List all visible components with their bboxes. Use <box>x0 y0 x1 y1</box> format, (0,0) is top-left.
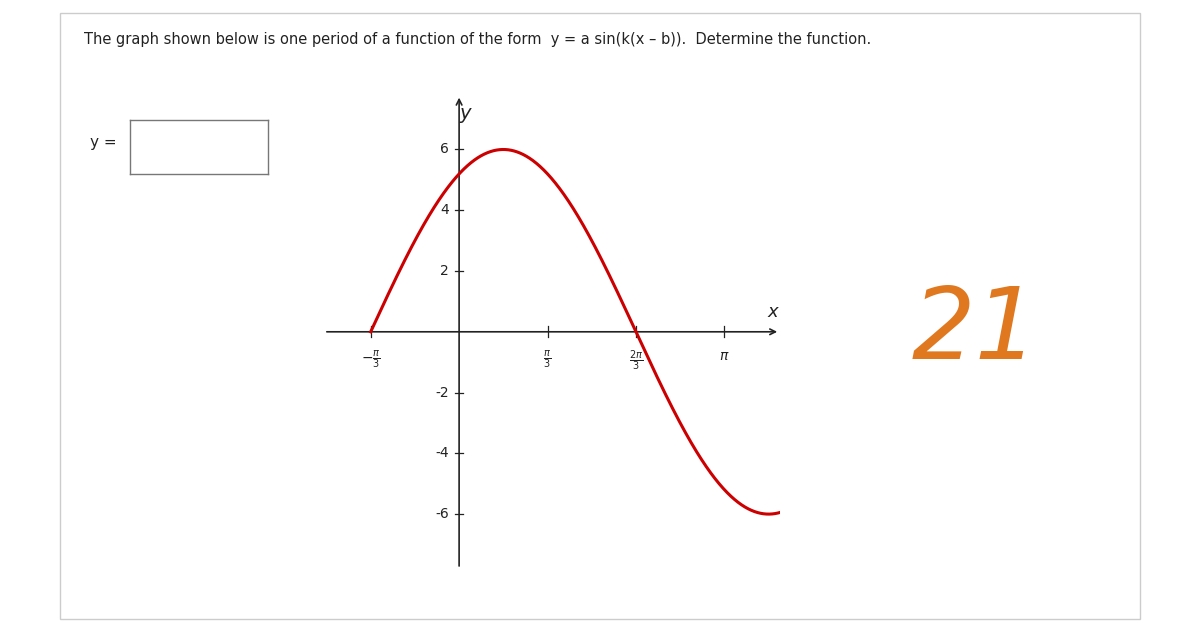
Text: y =: y = <box>90 135 116 150</box>
Text: -2: -2 <box>436 386 449 399</box>
Text: $\frac{2\pi}{3}$: $\frac{2\pi}{3}$ <box>629 348 643 373</box>
Text: $\frac{\pi}{3}$: $\frac{\pi}{3}$ <box>544 348 552 370</box>
Text: 2: 2 <box>440 264 449 278</box>
Text: $\pi$: $\pi$ <box>719 348 730 363</box>
Text: $-\frac{\pi}{3}$: $-\frac{\pi}{3}$ <box>361 348 380 370</box>
Text: y: y <box>460 104 470 123</box>
Text: 21: 21 <box>912 283 1039 380</box>
Text: 4: 4 <box>440 204 449 217</box>
Text: -6: -6 <box>436 507 449 521</box>
Text: The graph shown below is one period of a function of the form  y = a sin(k(x – b: The graph shown below is one period of a… <box>84 32 871 47</box>
Text: x: x <box>768 303 779 321</box>
Text: 6: 6 <box>440 142 449 157</box>
Text: -4: -4 <box>436 446 449 460</box>
